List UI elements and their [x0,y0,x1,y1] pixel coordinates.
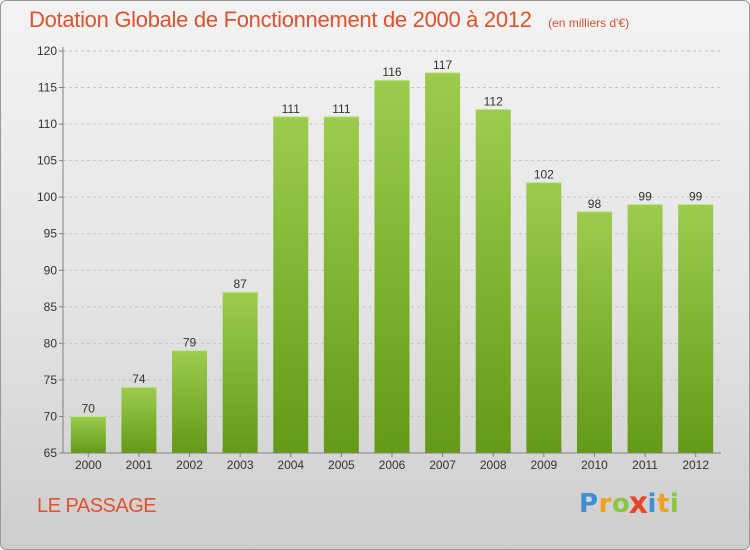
y-tick-label: 85 [44,300,58,314]
x-tick-label: 2004 [277,458,304,472]
x-tick-label: 2009 [530,458,557,472]
logo-letter: i [669,489,680,519]
x-tick-label: 2010 [581,458,608,472]
y-tick-label: 120 [37,44,57,58]
y-tick-label: 65 [44,446,58,460]
y-tick-label: 115 [38,81,57,95]
y-tick-label: 75 [44,373,58,387]
bar [678,204,714,453]
logo-letter: P [579,489,599,519]
bar-value-label: 112 [484,94,503,108]
bar-value-label: 98 [588,197,602,211]
y-tick-label: 110 [38,117,57,131]
bar-value-label: 70 [82,401,96,415]
logo-letter: o [611,489,631,519]
bar [273,116,309,454]
label-layer: 65 70 75 80 85 90 95 100 105 110 115 120 70 2000 74 200… [37,44,709,472]
proxiti-logo: Proxiti [579,486,680,522]
logo-letter: i [647,489,657,519]
logo-letter: x [628,486,649,522]
bar-value-label: 79 [183,336,197,350]
bar [374,80,410,454]
axis-layer [59,47,721,457]
x-tick-label: 2007 [429,458,456,472]
bar-value-label: 111 [282,102,301,116]
x-tick-label: 2008 [480,458,507,472]
y-tick-label: 100 [37,190,57,204]
bar [576,211,612,453]
logo-letter: t [656,489,670,519]
bar-value-label: 74 [132,372,146,386]
bar-value-label: 111 [332,102,351,116]
x-tick-label: 2002 [176,458,203,472]
chart-title: Dotation Globale de Fonctionnement de 20… [29,7,532,32]
bar [526,182,562,453]
bar-value-label: 99 [689,189,703,203]
x-tick-label: 2000 [75,458,102,472]
bar [70,416,106,453]
x-tick-label: 2003 [227,458,254,472]
bar-layer [70,72,714,454]
x-tick-label: 2001 [126,458,153,472]
bar [121,387,157,453]
y-tick-label: 70 [44,409,58,423]
city-name: LE PASSAGE [37,495,157,517]
bar-value-label: 87 [233,277,247,291]
bar [425,72,461,453]
title-row: Dotation Globale de Fonctionnement de 20… [29,7,629,33]
bar [222,292,258,453]
y-tick-label: 95 [44,227,58,241]
bar-value-label: 102 [534,168,554,182]
bar-value-label: 117 [433,58,452,72]
y-tick-label: 105 [37,154,57,168]
bar [627,204,663,453]
bar-value-label: 116 [382,65,401,79]
x-tick-label: 2012 [682,458,709,472]
chart-subtitle: (en milliers d'€) [548,16,630,30]
y-tick-label: 80 [44,336,58,350]
bar [475,109,511,454]
logo-letter: r [598,489,612,519]
x-tick-label: 2011 [632,458,658,472]
bar [172,350,208,453]
x-tick-label: 2005 [328,458,355,472]
y-tick-label: 90 [44,263,58,277]
x-tick-label: 2006 [379,458,406,472]
bar-value-label: 99 [638,189,652,203]
bar [323,116,359,454]
